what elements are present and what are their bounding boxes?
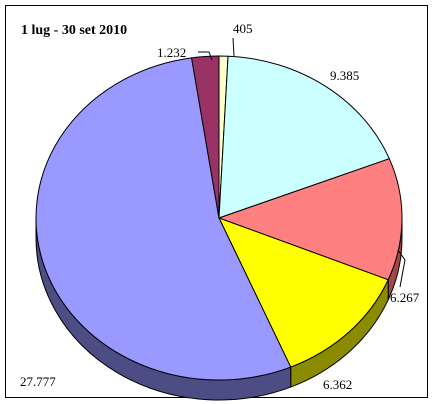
pie-slice-4 xyxy=(218,217,389,368)
slice-label-2: 9.385 xyxy=(330,68,359,83)
leader-line-6 xyxy=(198,51,213,61)
pie-slice-3 xyxy=(217,158,403,281)
leader-line-3 xyxy=(397,249,406,288)
slice-label-6: 1.232 xyxy=(157,45,186,60)
leader-lines xyxy=(198,37,406,288)
chart-title: 1 lug - 30 set 2010 xyxy=(21,23,127,38)
slice-label-5: 27.777 xyxy=(20,374,56,389)
pie-slice-5 xyxy=(35,57,292,381)
slice-label-3: 6.267 xyxy=(390,290,420,305)
pie-slice-2 xyxy=(218,55,390,219)
slice-labels: 405 9.385 6.267 6.362 27.777 1.232 xyxy=(20,21,420,392)
pie-top-layer xyxy=(35,55,403,381)
slice-label-4: 6.362 xyxy=(323,377,352,392)
leader-line-1 xyxy=(232,37,235,57)
pie-slice-6 xyxy=(190,55,220,219)
slice-label-1: 405 xyxy=(233,21,253,36)
